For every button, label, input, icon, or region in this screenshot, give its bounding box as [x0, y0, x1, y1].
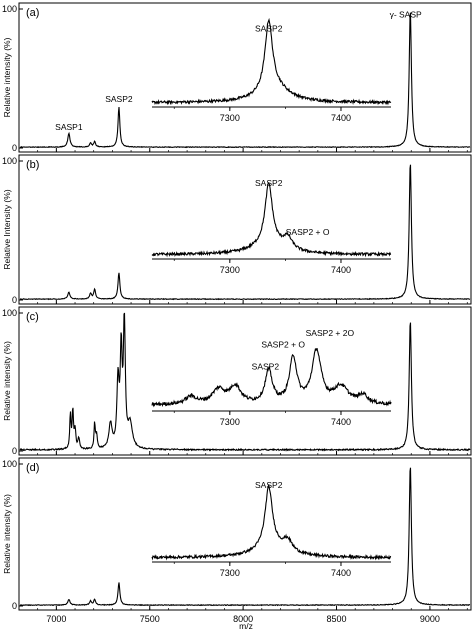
inset-tick-label: 7400	[331, 417, 351, 427]
y-axis-label: Relative Intensity (%)	[2, 189, 12, 269]
inset-background	[152, 15, 391, 107]
x-tick-label: 9000	[420, 614, 440, 624]
y-tick-label: 0	[12, 601, 17, 611]
inset-peak-annotation: SASP2	[252, 362, 280, 372]
inset-trace	[151, 182, 392, 258]
y-tick-label: 0	[12, 143, 17, 153]
spectrum-trace	[19, 312, 471, 452]
inset-tick-label: 7300	[220, 113, 240, 123]
inset-trace	[151, 348, 392, 408]
inset-tick-label: 7400	[331, 568, 351, 578]
y-tick-label: 100	[2, 4, 17, 14]
inset-trace	[151, 17, 392, 106]
panel-frame	[18, 154, 472, 305]
y-axis-label: Relative intensity (%)	[2, 494, 12, 574]
inset-tick-label: 7300	[220, 265, 240, 275]
x-tick-label: 7000	[46, 614, 66, 624]
peak-annotation: γ- SASP	[390, 9, 422, 19]
panel-label: (a)	[26, 7, 39, 19]
panel-label: (b)	[26, 159, 39, 171]
y-tick-label: 100	[2, 459, 17, 469]
y-tick-label: 0	[12, 295, 17, 305]
panel-label: (c)	[26, 311, 39, 323]
peak-annotation: SASP1	[55, 122, 83, 132]
inset-peak-annotation: SASP2	[255, 480, 283, 490]
panel-b: (b) 0 100 Relative Intensity (%) 7300 7400 SAS…	[2, 154, 472, 305]
inset-tick-label: 7300	[220, 417, 240, 427]
inset: 7300 7400 SASP2	[151, 470, 392, 578]
x-axis: 7000 7500 8000 8500 9000	[46, 614, 440, 624]
inset-tick-label: 7400	[331, 113, 351, 123]
y-axis-label: Relative intensity (%)	[2, 341, 12, 421]
panel-frame	[18, 2, 472, 153]
panel-a: (a) 0 100 Relative intensity (%) SASP1 SASP2 γ…	[2, 2, 472, 153]
y-tick-label: 100	[2, 308, 17, 318]
inset: 7300 7400 SASP2 SASP2 + O	[151, 167, 392, 275]
y-axis-label: Relative intensity (%)	[2, 37, 12, 117]
inset-trace	[151, 484, 392, 561]
peak-annotation: SASP2	[105, 94, 133, 104]
inset-peak-annotation: SASP2 + O	[261, 339, 305, 349]
spectrum-trace	[19, 164, 471, 301]
panel-frame	[18, 457, 472, 611]
x-tick-label: 7500	[140, 614, 160, 624]
inset-peak-annotation: SASP2	[255, 23, 283, 33]
x-tick-label: 8000	[233, 614, 253, 624]
x-axis-title: m/z	[239, 621, 253, 631]
spectrum-trace	[19, 467, 471, 607]
panel-c: (c) 0 100 Relative intensity (%) 7300 7400 SAS…	[2, 306, 472, 456]
x-tick-label: 8500	[327, 614, 347, 624]
inset-background	[152, 167, 391, 259]
y-tick-label: 0	[12, 446, 17, 456]
inset-peak-annotation: SASP2 + O	[286, 227, 330, 237]
panels-group: (a) 0 100 Relative intensity (%) SASP1 SASP2 γ…	[2, 2, 472, 611]
inset-peak-annotation: SASP2 + 2O	[306, 328, 355, 338]
inset-background	[152, 470, 391, 562]
inset-tick-label: 7400	[331, 265, 351, 275]
spectrum-trace	[19, 12, 471, 149]
panel-d: (d) 0 100 Relative intensity (%) 7300 7400 SAS…	[2, 457, 472, 611]
inset-tick-label: 7300	[220, 568, 240, 578]
inset: 7300 7400 SASP2	[151, 15, 392, 123]
inset-peak-annotation: SASP2	[255, 178, 283, 188]
panel-frame	[18, 306, 472, 456]
y-tick-label: 100	[2, 156, 17, 166]
panel-label: (d)	[26, 462, 39, 474]
